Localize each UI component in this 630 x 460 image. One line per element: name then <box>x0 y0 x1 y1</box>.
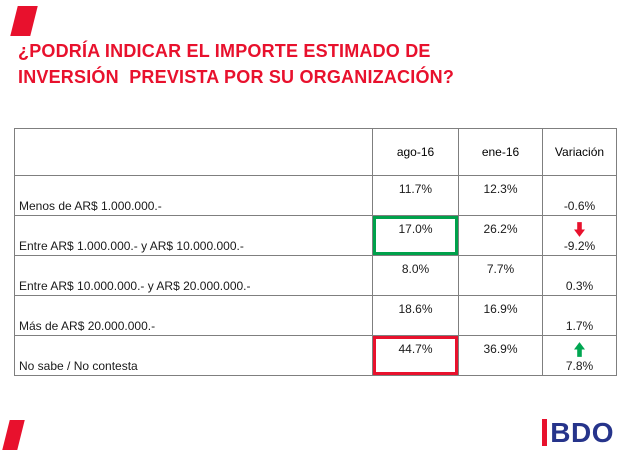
header-variacion: Variación <box>542 128 617 176</box>
table-row: Menos de AR$ 1.000.000.- 11.7% 12.3% -0.… <box>14 175 617 216</box>
bdo-logo-red-bar <box>542 419 548 446</box>
cell-ene16: 36.9% <box>458 335 543 376</box>
header-empty <box>14 128 373 176</box>
cell-ene16: 7.7% <box>458 255 543 296</box>
table-header-row: ago-16 ene-16 Variación <box>14 128 617 176</box>
cell-variacion: 1.7% <box>542 295 617 336</box>
title-line-1: ¿PODRÍA INDICAR EL IMPORTE ESTIMADO DE <box>18 41 431 61</box>
variacion-value: -9.2% <box>563 239 596 253</box>
cell-ene16: 12.3% <box>458 175 543 216</box>
cell-ago16: 18.6% <box>372 295 459 336</box>
table-row: Entre AR$ 10.000.000.- y AR$ 20.000.000.… <box>14 255 617 296</box>
decorative-ribbon-top <box>10 6 38 36</box>
arrow-down-icon <box>544 222 615 237</box>
cell-ago16: 11.7% <box>372 175 459 216</box>
investment-table: ago-16 ene-16 Variación Menos de AR$ 1.0… <box>14 128 617 376</box>
cell-ago16: 8.0% <box>372 255 459 296</box>
variacion-value: 1.7% <box>565 319 594 333</box>
page-title: ¿PODRÍA INDICAR EL IMPORTE ESTIMADO DE I… <box>18 38 598 90</box>
cell-variacion: 0.3% <box>542 255 617 296</box>
row-label: Menos de AR$ 1.000.000.- <box>14 175 373 216</box>
variacion-value: 0.3% <box>565 279 594 293</box>
title-line-2: INVERSIÓN PREVISTA POR SU ORGANIZACIÓN? <box>18 67 455 87</box>
decorative-ribbon-bottom <box>2 420 25 450</box>
row-label: Más de AR$ 20.000.000.- <box>14 295 373 336</box>
cell-variacion: -0.6% <box>542 175 617 216</box>
variacion-value: -0.6% <box>563 199 596 213</box>
header-ene-16: ene-16 <box>458 128 543 176</box>
table-row: Entre AR$ 1.000.000.- y AR$ 10.000.000.-… <box>14 215 617 256</box>
cell-ene16: 26.2% <box>458 215 543 256</box>
cell-ene16: 16.9% <box>458 295 543 336</box>
cell-variacion: 7.8% <box>542 335 617 376</box>
cell-variacion: -9.2% <box>542 215 617 256</box>
bdo-logo: BDO <box>542 417 614 448</box>
row-label: Entre AR$ 1.000.000.- y AR$ 10.000.000.- <box>14 215 373 256</box>
arrow-up-icon <box>544 342 615 357</box>
table-row: No sabe / No contesta 44.7% 36.9% 7.8% <box>14 335 617 376</box>
cell-ago16-highlighted-green: 17.0% <box>372 215 459 256</box>
header-ago-16: ago-16 <box>372 128 459 176</box>
row-label: No sabe / No contesta <box>14 335 373 376</box>
bdo-logo-text: BDO <box>550 417 614 448</box>
variacion-value: 7.8% <box>565 359 594 373</box>
row-label: Entre AR$ 10.000.000.- y AR$ 20.000.000.… <box>14 255 373 296</box>
table-row: Más de AR$ 20.000.000.- 18.6% 16.9% 1.7% <box>14 295 617 336</box>
cell-ago16-highlighted-red: 44.7% <box>372 335 459 376</box>
